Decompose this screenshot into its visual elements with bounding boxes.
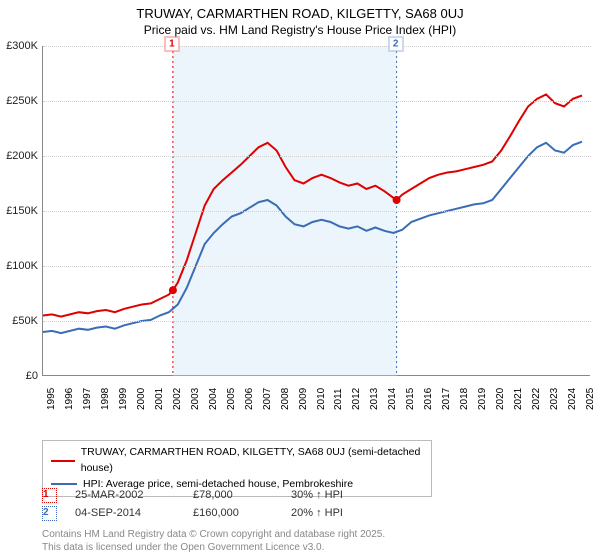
x-axis-tick-label: 2012 — [351, 388, 362, 410]
transaction-price: £160,000 — [193, 507, 273, 519]
x-axis-tick-label: 2003 — [190, 388, 201, 410]
x-axis-tick-label: 2022 — [531, 388, 542, 410]
x-axis-tick-label: 2018 — [459, 388, 470, 410]
x-axis-tick-label: 2010 — [316, 388, 327, 410]
chart-container: TRUWAY, CARMARTHEN ROAD, KILGETTY, SA68 … — [0, 0, 600, 560]
x-axis-tick-label: 2017 — [441, 388, 452, 410]
marker-badge-1-on-chart: 1 — [164, 37, 179, 52]
x-axis-tick-label: 1998 — [100, 388, 111, 410]
transaction-price: £78,000 — [193, 489, 273, 501]
x-axis-tick-label: 2015 — [405, 388, 416, 410]
x-axis-tick-label: 2019 — [477, 388, 488, 410]
x-axis-tick-label: 2025 — [585, 388, 596, 410]
x-axis-tick-label: 2007 — [262, 388, 273, 410]
y-axis-tick-label: £150K — [0, 205, 38, 217]
x-axis-tick-label: 2004 — [208, 388, 219, 410]
transaction-date: 25-MAR-2002 — [75, 489, 175, 501]
x-axis-tick-label: 2006 — [244, 388, 255, 410]
x-axis-tick-label: 2000 — [136, 388, 147, 410]
sale-point-2 — [393, 196, 401, 204]
transactions-table: 1 25-MAR-2002 £78,000 30% ↑ HPI 2 04-SEP… — [42, 486, 381, 522]
x-axis-tick-label: 1999 — [118, 388, 129, 410]
y-axis-tick-label: £250K — [0, 95, 38, 107]
footer-line-2: This data is licensed under the Open Gov… — [42, 542, 385, 555]
transaction-date: 04-SEP-2014 — [75, 507, 175, 519]
plot-region — [42, 46, 590, 376]
chart-area: 1995199619971998199920002001200220032004… — [42, 46, 590, 404]
x-axis-tick-label: 2020 — [495, 388, 506, 410]
x-axis-tick-label: 1996 — [64, 388, 75, 410]
x-axis-tick-label: 2014 — [387, 388, 398, 410]
marker-badge-2-on-chart: 2 — [388, 37, 403, 52]
transaction-row: 2 04-SEP-2014 £160,000 20% ↑ HPI — [42, 504, 381, 522]
x-axis-tick-label: 2009 — [298, 388, 309, 410]
chart-subtitle: Price paid vs. HM Land Registry's House … — [0, 23, 600, 41]
y-axis-tick-label: £0 — [0, 370, 38, 382]
x-axis-tick-label: 2016 — [423, 388, 434, 410]
transaction-vs-hpi: 30% ↑ HPI — [291, 489, 381, 501]
x-axis-tick-label: 2023 — [549, 388, 560, 410]
x-axis-tick-label: 2021 — [513, 388, 524, 410]
y-axis-tick-label: £50K — [0, 315, 38, 327]
x-axis-tick-label: 2001 — [154, 388, 165, 410]
x-axis-tick-label: 1997 — [82, 388, 93, 410]
series-line-hpi — [43, 142, 582, 333]
footer-line-1: Contains HM Land Registry data © Crown c… — [42, 529, 385, 542]
x-axis-tick-label: 1995 — [46, 388, 57, 410]
transaction-vs-hpi: 20% ↑ HPI — [291, 507, 381, 519]
y-axis-tick-label: £100K — [0, 260, 38, 272]
x-axis-tick-label: 2002 — [172, 388, 183, 410]
x-axis-tick-label: 2024 — [567, 388, 578, 410]
y-axis-tick-label: £200K — [0, 150, 38, 162]
marker-badge-1: 1 — [42, 488, 57, 503]
sale-point-1 — [169, 286, 177, 294]
legend-label-property: TRUWAY, CARMARTHEN ROAD, KILGETTY, SA68 … — [81, 445, 423, 477]
legend-item-property: TRUWAY, CARMARTHEN ROAD, KILGETTY, SA68 … — [51, 445, 423, 477]
x-axis-tick-label: 2011 — [333, 388, 344, 410]
marker-badge-2: 2 — [42, 506, 57, 521]
legend-swatch-property — [51, 460, 75, 462]
y-axis-tick-label: £300K — [0, 40, 38, 52]
x-axis-tick-label: 2013 — [369, 388, 380, 410]
footer-attribution: Contains HM Land Registry data © Crown c… — [42, 529, 385, 554]
chart-title: TRUWAY, CARMARTHEN ROAD, KILGETTY, SA68 … — [0, 0, 600, 23]
x-axis-tick-label: 2005 — [226, 388, 237, 410]
x-axis-tick-label: 2008 — [280, 388, 291, 410]
transaction-row: 1 25-MAR-2002 £78,000 30% ↑ HPI — [42, 486, 381, 504]
series-line-property — [43, 94, 582, 316]
